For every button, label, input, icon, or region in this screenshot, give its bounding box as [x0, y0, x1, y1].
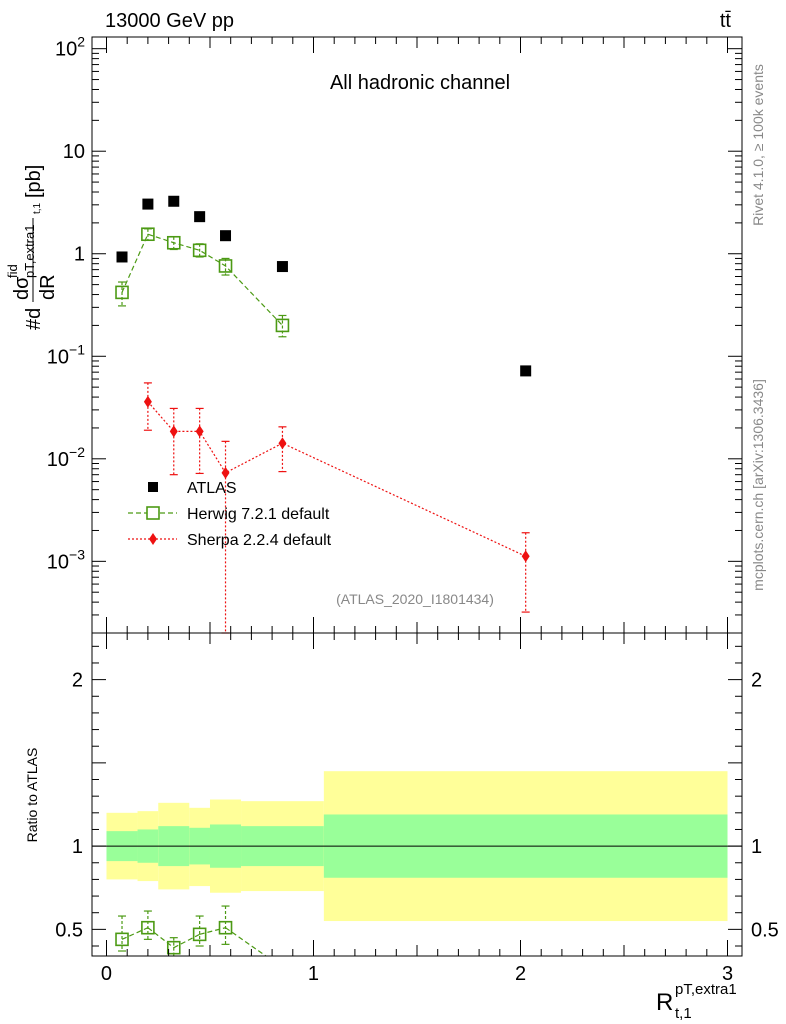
- atlas-point: [142, 198, 154, 210]
- xtick-label: 1: [308, 963, 319, 985]
- legend-label-atlas: ATLAS: [187, 480, 237, 497]
- xtick-label: 0: [101, 963, 112, 985]
- legend-marker-herwig: [146, 506, 160, 520]
- herwig-point: [166, 235, 181, 250]
- ratio-herwig-point: [141, 920, 155, 935]
- main-y-axis-label: #d dσ fid pT,extra1 t,1 dR [pb]: [5, 165, 59, 330]
- xlabel-base: R: [656, 989, 673, 1016]
- herwig-point: [192, 243, 207, 258]
- ratio-tick-labels: 0.5 0.5 1 1 2 2 0 1 2 3: [55, 670, 779, 985]
- atlas-point: [116, 251, 128, 263]
- process-label: tt̄: [720, 10, 732, 32]
- legend: ATLAS Herwig 7.2.1 default Sherpa 2.2.4 …: [128, 480, 332, 549]
- legend-marker-sherpa: [149, 533, 157, 545]
- main-ytick-label: 10−2: [47, 444, 85, 471]
- ratio-herwig-point: [218, 920, 233, 935]
- main-ytick-label: 10: [63, 141, 85, 163]
- ratio-panel: 0.5 0.5 1 1 2 2 0 1 2 3 Ratio to ATLAS R pT,extra…: [24, 632, 779, 1022]
- chart-title: All hadronic channel: [330, 72, 510, 94]
- ylabel-num-sub2: t,1: [32, 202, 43, 214]
- sherpa-point: [195, 425, 204, 438]
- ylabel-numerator: dσ: [11, 276, 33, 300]
- ratio-herwig-line: [147, 927, 175, 949]
- legend-label-sherpa: Sherpa 2.2.4 default: [187, 532, 332, 549]
- ylabel-num-sub: pT,extra1: [22, 225, 37, 278]
- atlas-point: [276, 261, 288, 273]
- ratio-ytick-label-right: 1: [751, 836, 762, 858]
- ratio-herwig-point: [192, 927, 207, 942]
- energy-label: 13000 GeV pp: [105, 10, 234, 32]
- main-ytick-label: 1: [74, 244, 85, 266]
- ratio-ytick-label-right: 0.5: [751, 919, 779, 941]
- main-ytick-labels: 102 10 1 10−1 10−2 10−3: [47, 34, 85, 574]
- sherpa-line: [147, 401, 526, 557]
- mcplots-label: mcplots.cern.ch [arXiv:1306.3436]: [750, 379, 766, 591]
- xlabel-sup: pT,extra1: [675, 981, 737, 998]
- ratio-ytick-label-left: 2: [72, 670, 83, 692]
- xtick-label: 3: [722, 963, 733, 985]
- analysis-label: (ATLAS_2020_I1801434): [336, 591, 494, 607]
- main-ytick-label: 102: [55, 34, 85, 61]
- legend-marker-atlas: [148, 482, 158, 492]
- main-ytick-label: 10−3: [47, 546, 85, 573]
- ylabel-unit: [pb]: [23, 165, 45, 198]
- ratio-herwig-line: [121, 927, 149, 940]
- ratio-herwig-point: [166, 940, 181, 955]
- ratio-axis-ticks: [92, 633, 742, 956]
- ratio-series-layer: [115, 905, 267, 957]
- ratio-ytick-label-right: 2: [751, 670, 762, 692]
- ylabel-num-sup: fid: [5, 264, 20, 278]
- herwig-point: [218, 259, 233, 273]
- herwig-point: [141, 227, 155, 242]
- herwig-point: [275, 318, 290, 333]
- main-series-layer: [115, 195, 532, 634]
- herwig-line: [121, 233, 283, 326]
- herwig-point: [115, 285, 129, 300]
- main-axis-ticks: [92, 37, 742, 634]
- x-axis-label: R pT,extra1 t,1: [656, 981, 737, 1022]
- ylabel-prefix: #d: [23, 308, 45, 330]
- legend-label-herwig: Herwig 7.2.1 default: [187, 506, 330, 523]
- ylabel-denominator: dR: [37, 274, 59, 300]
- rivet-version-label: Rivet 4.1.0, ≥ 100k events: [750, 64, 766, 226]
- atlas-point: [220, 230, 232, 242]
- sherpa-point: [143, 395, 152, 408]
- xtick-label: 2: [515, 963, 526, 985]
- ratio-herwig-point: [115, 932, 129, 947]
- ratio-herwig-line: [173, 933, 200, 949]
- sherpa-point: [169, 425, 178, 438]
- atlas-point: [520, 365, 532, 377]
- ratio-y-axis-label: Ratio to ATLAS: [24, 748, 40, 843]
- sherpa-point: [278, 437, 287, 450]
- ratio-herwig-line: [199, 927, 226, 935]
- atlas-point: [168, 195, 180, 207]
- main-ytick-label: 10−1: [47, 341, 85, 368]
- legend-markers: [128, 482, 177, 545]
- sherpa-point: [521, 550, 530, 563]
- ratio-ytick-label-left: 1: [72, 836, 83, 858]
- ratio-ytick-label-left: 0.5: [55, 919, 83, 941]
- atlas-point: [194, 211, 206, 223]
- sherpa-point: [221, 466, 230, 479]
- xlabel-sub: t,1: [675, 1005, 692, 1022]
